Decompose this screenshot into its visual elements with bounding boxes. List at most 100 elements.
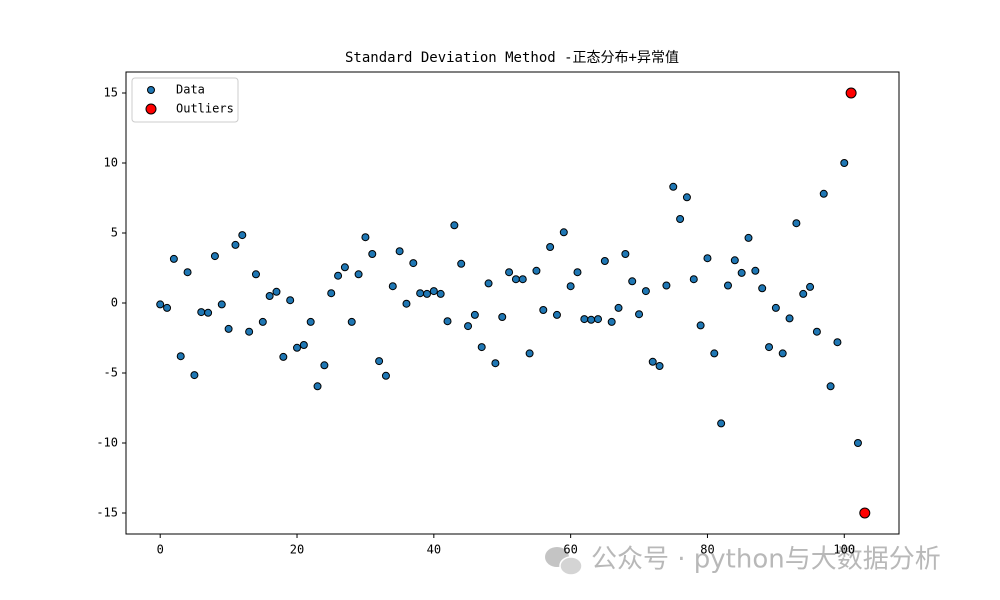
data-point <box>286 296 295 305</box>
data-point <box>477 343 486 352</box>
x-tick-label: 80 <box>700 543 714 557</box>
data-point <box>580 315 589 324</box>
data-point <box>450 221 459 230</box>
data-point <box>566 282 575 291</box>
data-point <box>402 299 411 308</box>
outlier-point <box>859 507 871 519</box>
data-point <box>600 257 609 265</box>
legend-box <box>131 77 239 123</box>
data-point <box>464 322 473 331</box>
data-point <box>272 287 281 296</box>
data-point <box>806 282 815 291</box>
data-point <box>251 270 260 279</box>
data-point <box>710 349 719 358</box>
data-point <box>183 268 192 277</box>
watermark: 公众号 · python与大数据分析 <box>591 545 941 575</box>
data-point <box>792 219 801 228</box>
x-tick-label: 60 <box>563 543 577 557</box>
data-point <box>354 270 363 279</box>
data-point <box>511 275 520 284</box>
legend-marker <box>145 103 157 115</box>
data-point <box>559 228 568 237</box>
data-point <box>443 317 452 326</box>
data-point <box>696 321 705 330</box>
data-point <box>717 419 726 428</box>
data-point <box>621 250 630 258</box>
chart-title: Standard Deviation Method -正态分布+异常值 <box>345 50 679 66</box>
data-point <box>826 382 835 391</box>
data-point <box>833 338 842 347</box>
data-point <box>491 359 500 368</box>
x-tick-label: 0 <box>157 543 164 557</box>
data-point <box>422 289 431 298</box>
data-point <box>429 287 438 296</box>
legend-marker <box>147 86 155 94</box>
data-point <box>224 324 233 333</box>
data-point <box>737 268 746 277</box>
data-point <box>669 182 678 191</box>
data-point <box>375 357 384 366</box>
data-point <box>648 357 657 366</box>
data-point <box>614 303 623 312</box>
data-point <box>436 289 445 298</box>
data-point <box>416 289 425 298</box>
data-point <box>347 317 356 326</box>
data-point <box>498 313 507 321</box>
data-point <box>744 233 753 242</box>
data-point <box>334 271 343 280</box>
data-point <box>395 247 404 256</box>
x-tick-label: 20 <box>290 543 304 557</box>
y-tick-label: 15 <box>104 86 118 100</box>
data-point <box>525 349 534 358</box>
data-point <box>470 310 479 319</box>
data-point <box>381 371 390 380</box>
data-point <box>327 289 336 298</box>
data-point <box>689 275 698 284</box>
data-point <box>819 189 828 198</box>
data-point <box>765 343 774 352</box>
data-point <box>320 361 329 370</box>
data-point <box>641 287 650 296</box>
data-point <box>723 281 732 290</box>
data-point <box>368 250 377 258</box>
data-point <box>853 439 862 447</box>
data-point <box>484 279 493 288</box>
data-point <box>552 310 561 319</box>
data-point <box>231 240 240 249</box>
y-tick-label: 0 <box>111 296 118 310</box>
data-point <box>388 282 397 291</box>
data-point <box>799 289 808 298</box>
x-tick-label: 40 <box>427 543 441 557</box>
outlier-point <box>845 87 857 99</box>
data-point <box>778 349 787 358</box>
legend-label: Data <box>176 83 205 97</box>
data-point <box>594 315 603 324</box>
data-point <box>539 306 548 314</box>
data-point <box>628 277 637 286</box>
data-point <box>299 341 308 349</box>
data-point <box>204 308 213 317</box>
data-point <box>676 215 685 223</box>
data-point <box>265 292 274 300</box>
data-point <box>655 362 664 370</box>
data-point <box>840 159 849 167</box>
legend-label: Outliers <box>176 102 234 116</box>
data-point <box>313 382 322 391</box>
data-point <box>190 371 199 380</box>
data-point <box>457 259 466 268</box>
y-tick-label: -15 <box>96 506 118 520</box>
plot-frame <box>125 71 900 535</box>
data-point <box>703 254 712 263</box>
y-tick-label: -10 <box>96 436 118 450</box>
data-point <box>573 268 582 277</box>
data-point <box>210 252 219 261</box>
data-point <box>505 268 514 277</box>
data-point <box>635 310 644 319</box>
data-point <box>607 317 616 326</box>
data-point <box>730 256 739 265</box>
data-point <box>258 317 267 326</box>
y-tick-label: -5 <box>104 366 118 380</box>
data-point <box>751 266 760 275</box>
x-tick-label: 100 <box>833 543 855 557</box>
